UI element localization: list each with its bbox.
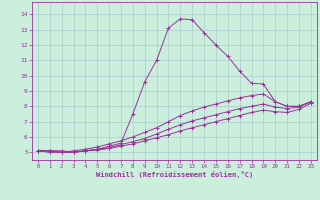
X-axis label: Windchill (Refroidissement éolien,°C): Windchill (Refroidissement éolien,°C) <box>96 171 253 178</box>
